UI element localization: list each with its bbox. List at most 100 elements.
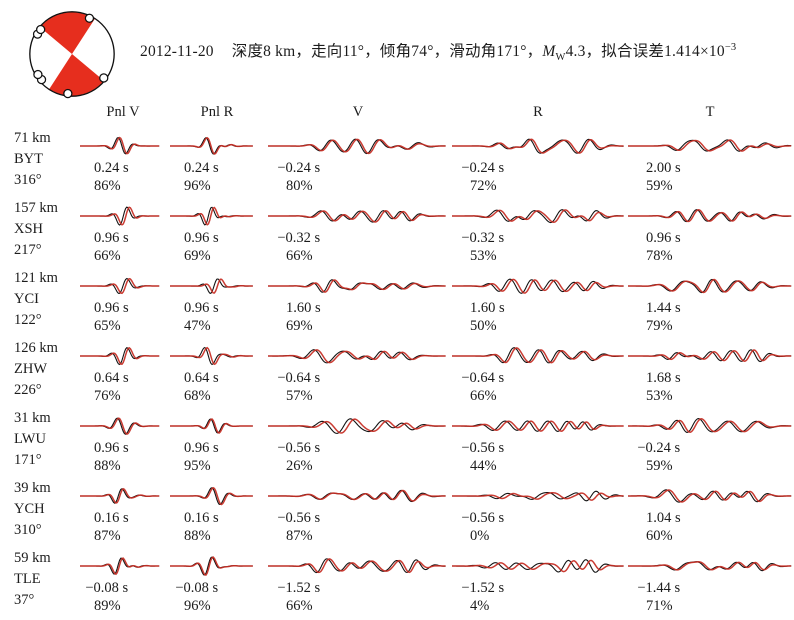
waveform-trace xyxy=(452,138,624,154)
fit-percentage: 86% xyxy=(94,177,121,194)
fit-percentage: 96% xyxy=(184,597,211,614)
time-shift-value: 0.96 s xyxy=(184,230,219,246)
waveform-cell: −0.24 s 59% xyxy=(626,406,794,476)
waveform-cell: −0.56 s 26% xyxy=(266,406,450,476)
station-distance: 157 km xyxy=(14,200,58,216)
waveform-trace xyxy=(268,349,446,364)
waveform-trace xyxy=(170,486,253,506)
waveform-trace xyxy=(452,278,624,294)
fit-percentage: 26% xyxy=(286,457,313,474)
station-code: YCI xyxy=(14,291,39,307)
waveform-trace xyxy=(80,206,160,226)
time-shift-value: 1.04 s xyxy=(646,510,681,526)
waveform-cell: −0.32 s 53% xyxy=(450,196,626,266)
waveform-trace xyxy=(628,208,792,223)
column-header-pnl-v: Pnl V xyxy=(106,104,140,120)
waveform-cell: 0.96 s 88% xyxy=(78,406,168,476)
time-shift-value: −0.56 s xyxy=(277,440,321,456)
waveform-cell: 0.96 s 47% xyxy=(168,266,266,336)
waveform-cell: 0.96 s 95% xyxy=(168,406,266,476)
station-marker-icon xyxy=(99,73,109,83)
fit-percentage: 44% xyxy=(470,457,497,474)
waveform-trace xyxy=(628,489,792,503)
table-row: 126 km ZHW 226° 0.64 s 76% 0.64 s 68% −0.64 … xyxy=(0,336,794,406)
fit-percentage: 4% xyxy=(470,597,490,614)
fit-percentage: 50% xyxy=(470,317,497,334)
station-marker-icon xyxy=(84,13,95,23)
station-azimuth: 122° xyxy=(14,312,42,328)
time-shift-value: −0.08 s xyxy=(175,580,219,596)
table-row: 157 km XSH 217° 0.96 s 66% 0.96 s 69% −0.32 … xyxy=(0,196,794,266)
fit-percentage: 69% xyxy=(286,317,313,334)
table-row: 121 km YCI 122° 0.96 s 65% 0.96 s 47% 1.60 s… xyxy=(0,266,794,336)
station-distance: 121 km xyxy=(14,270,58,286)
misfit-exponent: −3 xyxy=(724,41,737,53)
station-azimuth: 226° xyxy=(14,382,42,398)
waveform-cell: −0.56 s 87% xyxy=(266,476,450,546)
column-header-pnl-r: Pnl R xyxy=(200,104,234,120)
waveform-trace xyxy=(170,136,253,155)
waveform-cell: −0.24 s 72% xyxy=(450,126,626,196)
magnitude-subscript: W xyxy=(555,52,566,64)
column-header-v: V xyxy=(352,104,364,120)
time-shift-value: 0.96 s xyxy=(94,230,129,246)
fit-percentage: 88% xyxy=(94,457,121,474)
waveform-trace xyxy=(80,346,160,366)
event-date: 2012-11-20 xyxy=(140,42,214,60)
waveform-trace xyxy=(80,557,160,576)
waveform-cell: −1.52 s 4% xyxy=(450,546,626,616)
station-info: 59 km TLE 37° xyxy=(0,546,78,616)
column-header-spacer xyxy=(0,104,78,126)
waveform-cell: 2.00 s 59% xyxy=(626,126,794,196)
waveform-cell: −0.64 s 57% xyxy=(266,336,450,406)
waveform-cell: −0.32 s 66% xyxy=(266,196,450,266)
station-azimuth: 310° xyxy=(14,522,42,538)
waveform-cell: 1.04 s 60% xyxy=(626,476,794,546)
time-shift-value: 0.24 s xyxy=(94,160,129,176)
waveform-trace xyxy=(268,279,446,293)
table-row: 59 km TLE 37° −0.08 s 89% −0.08 s 96% −1.52 … xyxy=(0,546,794,616)
waveform-trace xyxy=(268,138,446,155)
waveform-trace xyxy=(170,206,253,226)
time-shift-value: 1.44 s xyxy=(646,300,681,316)
table-rows: 71 km BYT 316° 0.24 s 86% 0.24 s 96% −0.24 s… xyxy=(0,126,794,616)
column-headers: Pnl V Pnl R V R T xyxy=(0,104,794,126)
fit-percentage: 72% xyxy=(470,177,497,194)
time-shift-value: −1.52 s xyxy=(277,580,321,596)
station-code: TLE xyxy=(14,571,41,587)
column-header-t: T xyxy=(705,104,715,120)
waveform-cell: −0.56 s 0% xyxy=(450,476,626,546)
waveform-trace xyxy=(628,349,792,363)
station-code: YCH xyxy=(14,501,45,517)
table-row: 71 km BYT 316° 0.24 s 86% 0.24 s 96% −0.24 s… xyxy=(0,126,794,196)
fit-percentage: 57% xyxy=(286,387,313,404)
fit-percentage: 71% xyxy=(646,597,673,614)
time-shift-value: −0.32 s xyxy=(461,230,505,246)
station-info: 121 km YCI 122° xyxy=(0,266,78,336)
station-distance: 71 km xyxy=(14,130,51,146)
station-distance: 59 km xyxy=(14,550,51,566)
station-distance: 126 km xyxy=(14,340,58,356)
event-parameters: 2012-11-20 深度8 km，走向11°，倾角74°，滑动角171°，MW4… xyxy=(140,39,736,63)
time-shift-value: 0.96 s xyxy=(94,440,129,456)
fit-percentage: 87% xyxy=(94,527,121,544)
magnitude-and-misfit-text: 4.3，拟合误差1.414×10 xyxy=(565,42,725,60)
time-shift-value: 1.60 s xyxy=(286,300,321,316)
waveform-cell: 0.96 s 65% xyxy=(78,266,168,336)
time-shift-value: −1.52 s xyxy=(461,580,505,596)
fit-percentage: 88% xyxy=(184,527,211,544)
station-code: LWU xyxy=(14,431,46,447)
fit-percentage: 96% xyxy=(184,177,211,194)
waveform-cell: −0.64 s 66% xyxy=(450,336,626,406)
fit-percentage: 66% xyxy=(470,387,497,404)
station-info: 126 km ZHW 226° xyxy=(0,336,78,406)
waveform-trace xyxy=(452,490,624,502)
waveform-trace xyxy=(80,487,160,504)
station-info: 157 km XSH 217° xyxy=(0,196,78,266)
waveform-trace xyxy=(80,136,160,155)
waveform-trace xyxy=(452,209,624,224)
station-azimuth: 316° xyxy=(14,172,42,188)
station-marker-icon xyxy=(36,24,46,35)
